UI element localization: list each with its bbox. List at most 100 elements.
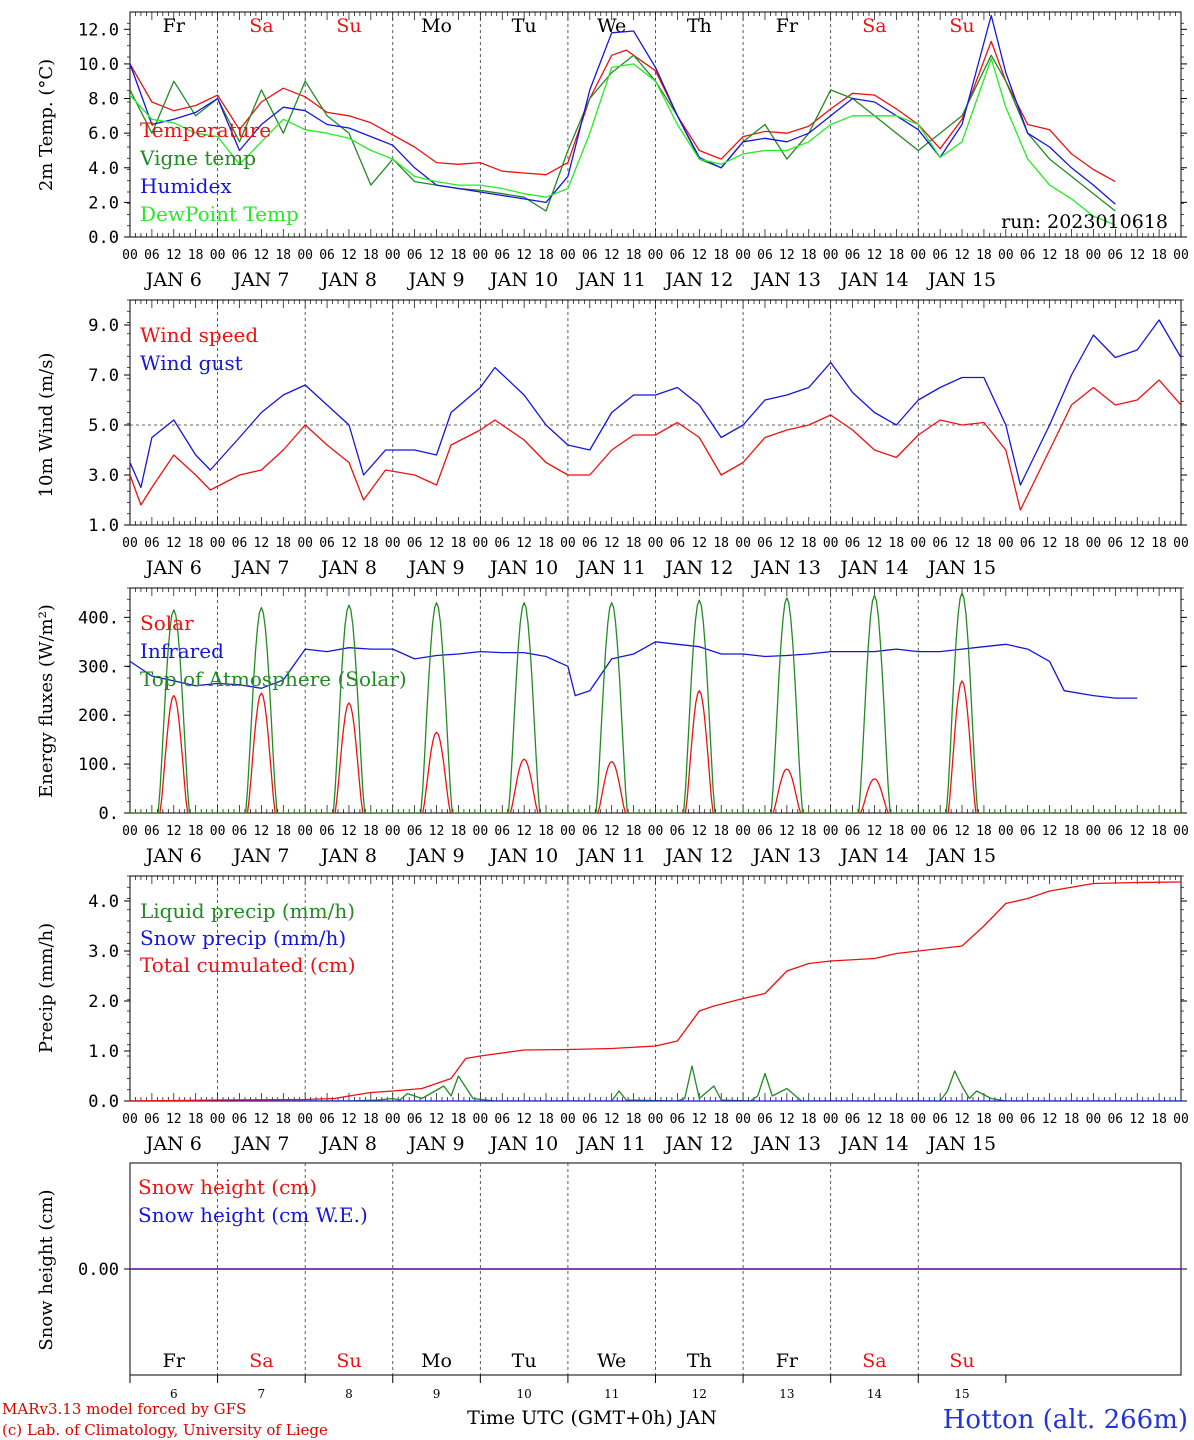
x-hour-label: 18 <box>275 536 291 551</box>
series-line <box>130 881 1181 1101</box>
x-hour-label: 06 <box>670 1112 686 1127</box>
y-tick-label: 0.0 <box>88 228 119 248</box>
y-tick-label: 0.0 <box>88 1092 119 1112</box>
x-hour-label: 12 <box>1129 1112 1145 1127</box>
x-hour-label: 18 <box>451 536 467 551</box>
x-hour-label: 00 <box>648 248 664 263</box>
legend-entry: Solar <box>140 611 194 635</box>
x-hour-label: 18 <box>889 824 905 839</box>
x-hour-label: 12 <box>254 1112 270 1127</box>
x-hour-label: 12 <box>954 1112 970 1127</box>
panel-wind: 1.0 3.0 5.0 7.0 9.0 10m Wind (m/s) 00 06 12 18 00 0… <box>36 299 1189 579</box>
y-tick-label: 400. <box>78 608 119 628</box>
x-hour-label: 18 <box>538 824 554 839</box>
y-tick-label: 9.0 <box>88 316 119 336</box>
x-hour-label: 00 <box>210 536 226 551</box>
x-hour-label: 18 <box>801 824 817 839</box>
x-hour-label: 00 <box>122 248 138 263</box>
x-date-label: JAN 14 <box>838 269 908 291</box>
x-hour-label: 00 <box>210 1112 226 1127</box>
series-line <box>130 592 1181 813</box>
x-hour-label: 12 <box>429 1112 445 1127</box>
x-hour-label: 00 <box>122 1112 138 1127</box>
x-hour-label: 06 <box>1107 248 1123 263</box>
x-hour-label: 12 <box>341 1112 357 1127</box>
x-date-label: JAN 10 <box>488 557 558 579</box>
weekday-label: Sa <box>249 15 273 37</box>
x-hour-label: 06 <box>670 536 686 551</box>
x-hour-label: 06 <box>407 536 423 551</box>
series-group <box>130 14 1116 226</box>
x-hour-label: 12 <box>341 824 357 839</box>
weekday-label: Th <box>687 1350 712 1372</box>
weekday-label: Fr <box>776 1350 799 1372</box>
x-date-label: JAN 9 <box>406 1133 464 1155</box>
x-hour-label: 00 <box>1173 824 1189 839</box>
y-tick-label: 0. <box>99 804 119 824</box>
x-hour-label: 00 <box>910 1112 926 1127</box>
x-hour-label: 00 <box>385 248 401 263</box>
x-hour-label: 12 <box>429 824 445 839</box>
x-hour-label: 12 <box>341 248 357 263</box>
x-hour-label: 00 <box>1173 248 1189 263</box>
x-hour-label: 12 <box>429 536 445 551</box>
legend-entry: DewPoint Temp <box>140 202 299 226</box>
x-day-number: 15 <box>954 1387 969 1401</box>
x-hour-label: 00 <box>560 536 576 551</box>
x-hour-label: 12 <box>341 536 357 551</box>
x-hour-label: 18 <box>275 824 291 839</box>
x-hour-label: 00 <box>998 536 1014 551</box>
x-hour-label: 18 <box>451 1112 467 1127</box>
run-label: run: 2023010618 <box>1001 211 1168 233</box>
x-hour-label: 00 <box>910 824 926 839</box>
x-hour-label: 06 <box>494 824 510 839</box>
x-date-label: JAN 12 <box>663 845 733 867</box>
legend-entry: Wind speed <box>140 323 258 347</box>
weekday-label: Su <box>336 15 361 37</box>
y-tick-label: 10.0 <box>78 55 119 75</box>
x-hour-label: 12 <box>779 536 795 551</box>
x-hour-label: 12 <box>1129 248 1145 263</box>
x-day-number: 14 <box>867 1387 883 1401</box>
x-date-label: JAN 10 <box>488 269 558 291</box>
y-tick-label: 1.0 <box>88 516 119 536</box>
x-hour-label: 18 <box>626 824 642 839</box>
x-hour-label: 00 <box>1086 824 1102 839</box>
weekday-label: Tu <box>512 1350 537 1372</box>
x-hour-label: 06 <box>670 824 686 839</box>
x-hour-label: 12 <box>1042 824 1058 839</box>
y-tick-label: 2.0 <box>88 193 119 213</box>
legend-entry: Temperature <box>140 118 271 142</box>
series-line <box>130 379 1181 511</box>
x-hour-label: 12 <box>604 536 620 551</box>
x-hour-label: 06 <box>582 1112 598 1127</box>
legend-entry: Top of Atmosphere (Solar) <box>140 667 407 691</box>
x-hour-label: 18 <box>1064 248 1080 263</box>
x-hour-label: 18 <box>889 1112 905 1127</box>
x-hour-label: 18 <box>976 536 992 551</box>
x-hour-label: 12 <box>254 248 270 263</box>
x-hour-label: 06 <box>407 248 423 263</box>
x-hour-label: 06 <box>757 536 773 551</box>
x-hour-label: 12 <box>779 1112 795 1127</box>
x-hour-label: 00 <box>910 248 926 263</box>
x-hour-label: 00 <box>823 248 839 263</box>
x-hour-label: 00 <box>648 1112 664 1127</box>
x-hour-label: 06 <box>582 824 598 839</box>
x-hour-label: 18 <box>1151 248 1167 263</box>
series-line <box>130 319 1181 489</box>
x-date-label: JAN 8 <box>319 845 377 867</box>
x-date-label: JAN 12 <box>663 269 733 291</box>
x-date-label: JAN 8 <box>319 1133 377 1155</box>
weekday-label: Fr <box>163 1350 186 1372</box>
series-line <box>130 14 1116 205</box>
x-date-label: JAN 13 <box>751 1133 821 1155</box>
y-tick-label: 8.0 <box>88 90 119 110</box>
x-date-label: JAN 6 <box>144 269 202 291</box>
x-hour-label: 18 <box>713 536 729 551</box>
x-hour-label: 12 <box>254 824 270 839</box>
panel-frame <box>129 587 1182 814</box>
x-hour-label: 00 <box>735 536 751 551</box>
x-hour-label: 18 <box>801 1112 817 1127</box>
series-line <box>130 54 1116 212</box>
